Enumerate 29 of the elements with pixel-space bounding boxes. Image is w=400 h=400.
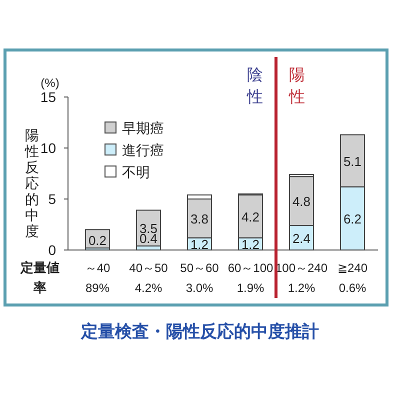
x-tick-label: ≧240 0.6% xyxy=(337,261,368,295)
y-tick-label: 10 xyxy=(40,140,56,156)
data-label: 5.1 xyxy=(343,154,362,169)
data-label: 4.2 xyxy=(241,209,260,224)
data-label: 6.2 xyxy=(343,211,362,226)
data-label: 2.4 xyxy=(292,230,311,246)
x-tick-label: 50～60 3.0% xyxy=(180,261,220,295)
legend-label: 不明 xyxy=(122,164,150,180)
data-label: 3.8 xyxy=(190,211,209,226)
text: (%) xyxy=(40,76,60,90)
y-axis-title: 陽性反応的中度 xyxy=(24,127,39,239)
x-tick-label: ～40 89% xyxy=(84,261,110,295)
data-label: 0.2 xyxy=(88,232,107,248)
y-tick-label: 0 xyxy=(48,242,56,258)
annotation: 陽性 xyxy=(288,67,305,106)
y-tick-label: 5 xyxy=(48,191,56,207)
x-tick-label: 40～50 4.2% xyxy=(129,261,168,295)
legend-label: 早期癌 xyxy=(122,120,164,136)
data-label: 1.2 xyxy=(241,236,260,252)
legend-label: 進行癌 xyxy=(122,142,164,158)
y-tick-label: 15 xyxy=(40,89,56,105)
text: 定量値 xyxy=(20,260,60,275)
x-tick-label: 60～100 1.9% xyxy=(228,261,274,295)
data-label: 1.2 xyxy=(190,236,209,252)
text: 定量検査・陽性反応的中度推計 xyxy=(80,322,319,341)
annotation: 陰性 xyxy=(246,67,263,106)
x-tick-label: 100～240 1.2% xyxy=(275,261,328,295)
text: 率 xyxy=(32,280,46,295)
data-label: 4.8 xyxy=(292,194,311,210)
